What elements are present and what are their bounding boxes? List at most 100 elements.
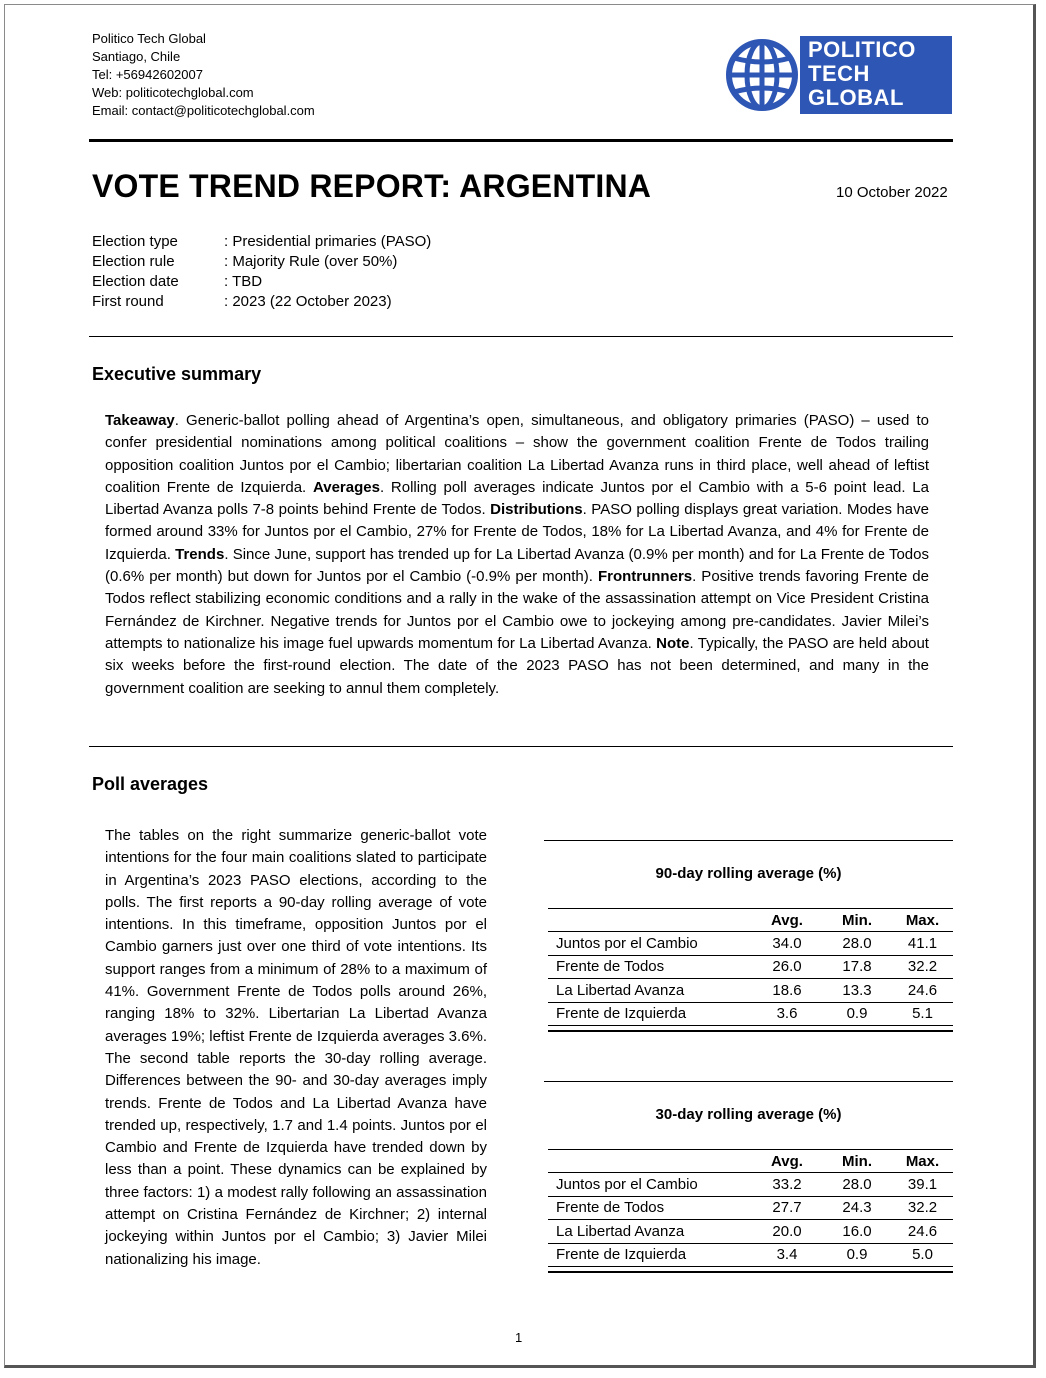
column-header: Max. bbox=[905, 1152, 940, 1170]
header-rule bbox=[89, 139, 953, 142]
table-header-row: Avg. Min. Max. bbox=[548, 1150, 953, 1173]
takeaway-label: Takeaway bbox=[105, 412, 175, 429]
takeaway-text: . Generic-ballot polling ahead of Argent… bbox=[105, 412, 929, 496]
cell-max: 32.2 bbox=[892, 954, 953, 979]
averages-text: . Rolling poll averages indicate Juntos … bbox=[105, 478, 929, 519]
meta-value: : Majority Rule (over 50%) bbox=[224, 253, 398, 270]
cell-avg: 27.7 bbox=[752, 1195, 822, 1220]
contact-phone: Tel: +56942602007 bbox=[92, 67, 203, 82]
logo-text: POLITICO TECH GLOBAL bbox=[808, 38, 916, 110]
table-top-rule bbox=[544, 1081, 953, 1082]
row-label: La Libertad Avanza bbox=[548, 978, 752, 1002]
table-title: 90-day rolling average (%) bbox=[655, 865, 842, 882]
contact-block: Politico Tech Global Santiago, Chile Tel… bbox=[92, 30, 315, 120]
logo-box bbox=[800, 36, 952, 114]
cell-avg: 26.0 bbox=[752, 954, 822, 979]
cell-max: 5.1 bbox=[892, 1001, 953, 1025]
meta-key: Election date bbox=[92, 273, 179, 290]
table-row: Juntos por el Cambio 33.2 28.0 39.1 bbox=[548, 1172, 953, 1196]
column-header bbox=[548, 909, 752, 932]
table-row: Frente de Izquierda 3.6 0.9 5.1 bbox=[548, 1001, 953, 1025]
page-number: 1 bbox=[515, 1330, 523, 1345]
report-date: 10 October 2022 bbox=[836, 184, 948, 201]
meta-key: Election rule bbox=[92, 253, 175, 270]
cell-avg: 34.0 bbox=[752, 931, 822, 955]
poll-averages-heading: Poll averages bbox=[92, 774, 209, 794]
table-head-rule bbox=[548, 1149, 953, 1150]
row-label: Frente de Todos bbox=[548, 954, 752, 979]
cell-min: 28.0 bbox=[822, 931, 892, 955]
table-row: La Libertad Avanza 20.0 16.0 24.6 bbox=[548, 1219, 953, 1243]
table-bottom-rule bbox=[548, 1271, 953, 1273]
note-text: . Typically, the PASO are held about six… bbox=[105, 634, 929, 697]
table-bottom-rule bbox=[548, 1030, 953, 1032]
meta-value: : 2023 (22 October 2023) bbox=[224, 293, 392, 310]
executive-summary-text: Takeaway. Generic-ballot polling ahead o… bbox=[105, 410, 929, 700]
divider bbox=[89, 336, 953, 337]
table-title: 30-day rolling average (%) bbox=[655, 1106, 842, 1123]
cell-min: 17.8 bbox=[822, 954, 892, 979]
note-label: Note bbox=[656, 634, 690, 652]
poll-averages-text: The tables on the right summarize generi… bbox=[105, 827, 487, 1268]
row-label: Juntos por el Cambio bbox=[548, 931, 752, 955]
data-table: Avg. Min. Max. Juntos por el Cambio 33.2… bbox=[548, 1150, 953, 1266]
cell-avg: 3.4 bbox=[752, 1242, 822, 1266]
averages-label: Averages bbox=[312, 478, 380, 496]
distributions-label: Distributions bbox=[490, 501, 583, 519]
column-header bbox=[548, 1150, 752, 1173]
meta-value: : TBD bbox=[224, 273, 263, 290]
cell-min: 28.0 bbox=[822, 1172, 892, 1196]
divider bbox=[89, 746, 953, 747]
cell-max: 5.0 bbox=[892, 1242, 953, 1266]
cell-max: 41.1 bbox=[892, 931, 953, 955]
row-label: Juntos por el Cambio bbox=[548, 1172, 752, 1196]
table-head-rule bbox=[548, 908, 953, 909]
table-header-row: Avg. Min. Max. bbox=[548, 909, 953, 932]
table-row: Frente de Todos 27.7 24.3 32.2 bbox=[548, 1195, 953, 1220]
table-row: Frente de Izquierda 3.4 0.9 5.0 bbox=[548, 1242, 953, 1266]
column-header: Avg. bbox=[771, 911, 803, 929]
cell-min: 0.9 bbox=[822, 1242, 892, 1266]
table-row: Juntos por el Cambio 34.0 28.0 41.1 bbox=[548, 931, 953, 955]
cell-max: 32.2 bbox=[892, 1195, 953, 1220]
trends-text: . Since June, support has trended up for… bbox=[105, 545, 929, 586]
meta-key: First round bbox=[92, 293, 164, 310]
column-header: Max. bbox=[905, 911, 940, 929]
cell-min: 13.3 bbox=[822, 978, 892, 1002]
frontrunners-text: . Positive trends favoring Frente de Tod… bbox=[105, 568, 929, 652]
page-title: VOTE TREND REPORT: ARGENTINA bbox=[92, 168, 652, 204]
frontrunners-label: Frontrunners bbox=[597, 568, 693, 586]
meta-row: Election rule : Majority Rule (over 50%) bbox=[92, 252, 431, 272]
logo: POLITICO TECH GLOBAL bbox=[724, 36, 952, 114]
executive-summary-heading: Executive summary bbox=[92, 364, 262, 384]
meta-key: Election type bbox=[92, 233, 178, 250]
distributions-text: . PASO polling displays great variation.… bbox=[105, 501, 929, 563]
logo-line-1: POLITICO bbox=[808, 37, 916, 62]
column-header: Min. bbox=[842, 911, 872, 929]
cell-avg: 20.0 bbox=[752, 1219, 822, 1243]
cell-max: 24.6 bbox=[892, 978, 953, 1002]
row-label: La Libertad Avanza bbox=[548, 1219, 752, 1243]
table-bottom-rule bbox=[548, 1025, 953, 1026]
cell-avg: 18.6 bbox=[752, 978, 822, 1002]
cell-max: 24.6 bbox=[892, 1219, 953, 1243]
data-table: Avg. Min. Max. Juntos por el Cambio 34.0… bbox=[548, 909, 953, 1025]
globe-icon bbox=[726, 39, 798, 111]
row-label: Frente de Izquierda bbox=[548, 1001, 752, 1025]
table-row: Frente de Todos 26.0 17.8 32.2 bbox=[548, 954, 953, 979]
logo-line-2: TECH bbox=[808, 61, 870, 86]
table-bottom-rule bbox=[548, 1266, 953, 1267]
meta-value: : Presidential primaries (PASO) bbox=[224, 233, 432, 250]
election-meta: Election type : Presidential primaries (… bbox=[92, 232, 431, 312]
table-row: La Libertad Avanza 18.6 13.3 24.6 bbox=[548, 978, 953, 1002]
trends-label: Trends bbox=[175, 545, 225, 563]
contact-email: Email: contact@politicotechglobal.com bbox=[92, 103, 315, 118]
cell-min: 16.0 bbox=[822, 1219, 892, 1243]
contact-city: Santiago, Chile bbox=[92, 49, 181, 64]
row-label: Frente de Todos bbox=[548, 1195, 752, 1220]
table-top-rule bbox=[544, 840, 953, 841]
logo-line-3: GLOBAL bbox=[808, 85, 904, 110]
contact-org: Politico Tech Global bbox=[92, 31, 206, 46]
column-header: Min. bbox=[842, 1152, 872, 1170]
cell-avg: 3.6 bbox=[752, 1001, 822, 1025]
